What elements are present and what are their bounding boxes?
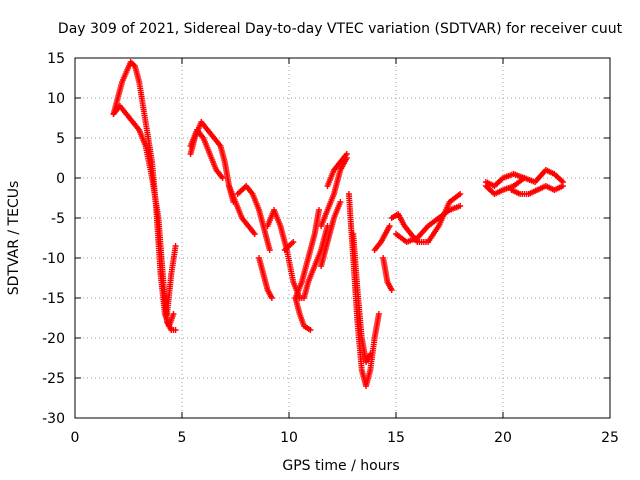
x-axis-label: GPS time / hours <box>282 458 399 474</box>
series-track-9 <box>264 207 331 301</box>
y-tick-label: -15 <box>42 291 65 307</box>
series-track-24 <box>508 183 566 197</box>
y-tick-label: -5 <box>51 211 65 227</box>
y-tick-label: -10 <box>42 251 65 267</box>
data-point <box>307 327 314 333</box>
y-tick-label: -20 <box>42 331 65 347</box>
data-point <box>315 207 322 213</box>
series-track-14 <box>318 199 344 269</box>
series-track-6 <box>226 183 258 237</box>
data-point <box>172 243 179 249</box>
x-tick-labels: 0 5 10 15 20 25 <box>71 430 619 446</box>
data-point <box>290 239 297 245</box>
data-point <box>386 223 393 229</box>
series-track-15 <box>324 151 350 189</box>
data-point <box>367 351 374 357</box>
series-track-12 <box>292 207 322 301</box>
series-track-7 <box>234 183 273 253</box>
series-track-18 <box>371 223 393 253</box>
y-tick-label: 10 <box>47 91 65 107</box>
y-tick-label: 0 <box>56 171 65 187</box>
y-tick-label: -30 <box>42 411 65 427</box>
data-point <box>266 247 273 253</box>
y-tick-label: -25 <box>42 371 65 387</box>
series-track-1 <box>110 59 177 329</box>
data-point <box>268 295 275 301</box>
data-point <box>375 311 382 317</box>
series-track-17 <box>350 231 374 365</box>
y-axis-label: SDTVAR / TECUs <box>6 181 22 296</box>
data-point <box>170 311 177 317</box>
data-point <box>388 287 395 293</box>
x-tick-label: 10 <box>280 430 298 446</box>
data-point <box>457 191 464 197</box>
series-track-3 <box>164 243 179 317</box>
series-track-22 <box>482 171 528 189</box>
x-tick-label: 25 <box>601 430 619 446</box>
series-track-8 <box>256 255 275 301</box>
grid <box>75 58 610 418</box>
data-point <box>457 203 464 209</box>
chart-title: Day 309 of 2021, Sidereal Day-to-day VTE… <box>58 21 623 37</box>
y-tick-label: 15 <box>47 51 65 67</box>
series-track-20 <box>388 191 464 245</box>
series-track-10 <box>281 239 297 253</box>
data-point <box>251 231 258 237</box>
x-tick-label: 20 <box>494 430 512 446</box>
series-track-23 <box>482 167 566 197</box>
series-track-19 <box>380 255 395 293</box>
data-point <box>559 183 566 189</box>
data-points <box>110 59 566 389</box>
data-point <box>172 327 179 333</box>
x-tick-label: 0 <box>71 430 80 446</box>
data-point <box>343 151 350 157</box>
data-point <box>219 175 226 181</box>
x-tick-label: 5 <box>178 430 187 446</box>
plot-frame <box>74 57 611 419</box>
y-tick-label: 5 <box>56 131 65 147</box>
data-point <box>337 199 344 205</box>
axis-ticks <box>74 57 611 419</box>
series-track-21 <box>393 203 464 245</box>
x-tick-label: 15 <box>387 430 405 446</box>
y-tick-labels: -30 -25 -20 -15 -10 -5 0 5 10 15 <box>42 51 65 427</box>
series-track-5 <box>187 127 226 181</box>
series-track-2 <box>110 103 179 333</box>
